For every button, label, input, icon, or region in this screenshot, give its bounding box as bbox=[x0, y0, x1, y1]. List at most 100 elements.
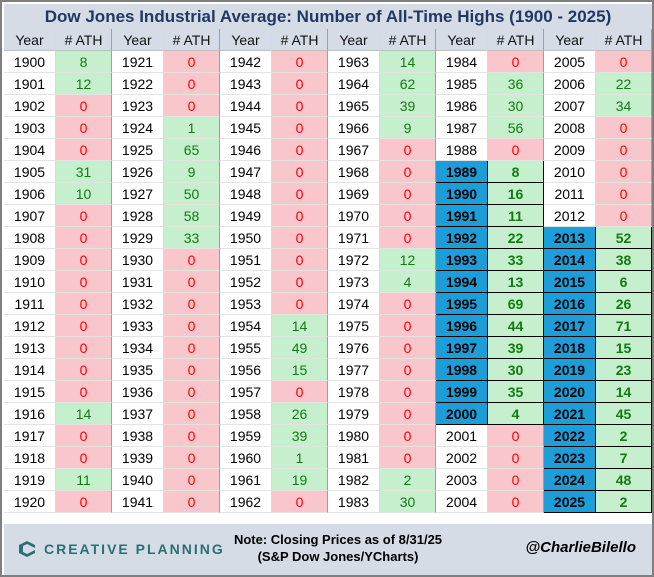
year-cell: 1929 bbox=[112, 227, 164, 249]
ath-count-cell: 0 bbox=[272, 139, 328, 161]
year-cell: 1941 bbox=[112, 491, 164, 513]
year-cell: 1957 bbox=[220, 381, 272, 403]
ath-count-cell: 0 bbox=[56, 205, 112, 227]
ath-count-cell: 0 bbox=[164, 271, 220, 293]
ath-count-cell: 0 bbox=[272, 73, 328, 95]
year-cell: 1909 bbox=[4, 249, 56, 271]
year-cell: 1990 bbox=[436, 183, 488, 205]
ath-count-cell: 11 bbox=[488, 205, 544, 227]
ath-count-cell: 0 bbox=[272, 249, 328, 271]
year-header: Year bbox=[544, 29, 596, 51]
year-cell: 1954 bbox=[220, 315, 272, 337]
ath-count-cell: 4 bbox=[488, 403, 544, 425]
footer: CREATIVE PLANNING Note: Closing Prices a… bbox=[4, 524, 652, 575]
ath-count-cell: 13 bbox=[488, 271, 544, 293]
ath-count-cell: 71 bbox=[596, 315, 652, 337]
year-header: Year bbox=[328, 29, 380, 51]
year-cell: 1906 bbox=[4, 183, 56, 205]
year-cell: 1960 bbox=[220, 447, 272, 469]
ath-count-cell: 11 bbox=[56, 469, 112, 491]
year-cell: 1918 bbox=[4, 447, 56, 469]
ath-count-cell: 33 bbox=[488, 249, 544, 271]
ath-count-cell: 33 bbox=[164, 227, 220, 249]
table-row: 1903 0 1924 1 1945 0 1966 9 1987 56 2008 0 bbox=[4, 117, 652, 139]
year-cell: 1975 bbox=[328, 315, 380, 337]
year-cell: 1936 bbox=[112, 381, 164, 403]
ath-count-cell: 26 bbox=[272, 403, 328, 425]
year-cell: 1964 bbox=[328, 73, 380, 95]
year-cell: 1996 bbox=[436, 315, 488, 337]
ath-count-cell: 2 bbox=[380, 469, 436, 491]
year-cell: 1924 bbox=[112, 117, 164, 139]
year-cell: 1927 bbox=[112, 183, 164, 205]
ath-count-cell: 0 bbox=[380, 447, 436, 469]
year-cell: 1935 bbox=[112, 359, 164, 381]
year-cell: 1928 bbox=[112, 205, 164, 227]
ath-count-cell: 0 bbox=[56, 359, 112, 381]
ath-count-cell: 48 bbox=[596, 469, 652, 491]
author-handle: @CharlieBilello bbox=[525, 539, 637, 556]
year-cell: 1908 bbox=[4, 227, 56, 249]
year-cell: 1994 bbox=[436, 271, 488, 293]
ath-header: # ATH bbox=[272, 29, 328, 51]
year-cell: 2009 bbox=[544, 139, 596, 161]
ath-header: # ATH bbox=[164, 29, 220, 51]
ath-count-cell: 62 bbox=[380, 73, 436, 95]
year-cell: 1985 bbox=[436, 73, 488, 95]
year-cell: 1966 bbox=[328, 117, 380, 139]
ath-count-cell: 0 bbox=[380, 425, 436, 447]
ath-count-cell: 9 bbox=[164, 161, 220, 183]
ath-count-cell: 30 bbox=[380, 491, 436, 513]
ath-count-cell: 0 bbox=[56, 381, 112, 403]
ath-count-cell: 23 bbox=[596, 359, 652, 381]
year-cell: 1914 bbox=[4, 359, 56, 381]
year-header: Year bbox=[436, 29, 488, 51]
year-cell: 1950 bbox=[220, 227, 272, 249]
ath-count-cell: 0 bbox=[164, 403, 220, 425]
year-cell: 1995 bbox=[436, 293, 488, 315]
year-cell: 1983 bbox=[328, 491, 380, 513]
year-cell: 1987 bbox=[436, 117, 488, 139]
year-cell: 1932 bbox=[112, 293, 164, 315]
ath-count-cell: 0 bbox=[164, 73, 220, 95]
table-row: 1916 14 1937 0 1958 26 1979 0 2000 4 2021 45 bbox=[4, 403, 652, 425]
year-cell: 1903 bbox=[4, 117, 56, 139]
ath-count-cell: 69 bbox=[488, 293, 544, 315]
ath-count-cell: 0 bbox=[164, 293, 220, 315]
ath-count-cell: 0 bbox=[272, 51, 328, 73]
ath-count-cell: 34 bbox=[596, 95, 652, 117]
year-cell: 1986 bbox=[436, 95, 488, 117]
ath-count-cell: 14 bbox=[380, 51, 436, 73]
ath-count-cell: 0 bbox=[272, 161, 328, 183]
year-cell: 1934 bbox=[112, 337, 164, 359]
ath-count-cell: 45 bbox=[596, 403, 652, 425]
year-cell: 1951 bbox=[220, 249, 272, 271]
ath-count-cell: 0 bbox=[380, 205, 436, 227]
table-row: 1909 0 1930 0 1951 0 1972 12 1993 33 2014 38 bbox=[4, 249, 652, 271]
year-cell: 2023 bbox=[544, 447, 596, 469]
year-cell: 1939 bbox=[112, 447, 164, 469]
year-cell: 2015 bbox=[544, 271, 596, 293]
year-cell: 1989 bbox=[436, 161, 488, 183]
ath-count-cell: 22 bbox=[488, 227, 544, 249]
ath-count-cell: 44 bbox=[488, 315, 544, 337]
year-cell: 1900 bbox=[4, 51, 56, 73]
year-cell: 1984 bbox=[436, 51, 488, 73]
ath-count-cell: 0 bbox=[380, 227, 436, 249]
year-cell: 2001 bbox=[436, 425, 488, 447]
year-cell: 1901 bbox=[4, 73, 56, 95]
table-row: 1917 0 1938 0 1959 39 1980 0 2001 0 2022 2 bbox=[4, 425, 652, 447]
year-cell: 1907 bbox=[4, 205, 56, 227]
year-cell: 1979 bbox=[328, 403, 380, 425]
ath-count-cell: 0 bbox=[272, 293, 328, 315]
ath-count-cell: 0 bbox=[164, 469, 220, 491]
ath-count-cell: 0 bbox=[164, 425, 220, 447]
ath-count-cell: 35 bbox=[488, 381, 544, 403]
year-cell: 1933 bbox=[112, 315, 164, 337]
year-cell: 1973 bbox=[328, 271, 380, 293]
year-cell: 2022 bbox=[544, 425, 596, 447]
ath-count-cell: 2 bbox=[596, 491, 652, 513]
table-row: 1905 31 1926 9 1947 0 1968 0 1989 8 2010 0 bbox=[4, 161, 652, 183]
ath-count-cell: 0 bbox=[488, 139, 544, 161]
table-row: 1904 0 1925 65 1946 0 1967 0 1988 0 2009 0 bbox=[4, 139, 652, 161]
